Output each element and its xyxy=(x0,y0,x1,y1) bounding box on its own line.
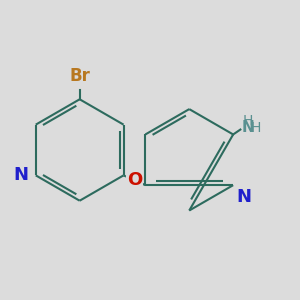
Text: N: N xyxy=(14,167,28,184)
Text: N: N xyxy=(242,120,254,135)
Text: O: O xyxy=(127,171,142,189)
Text: Br: Br xyxy=(69,67,90,85)
Text: N: N xyxy=(236,188,251,206)
Text: H: H xyxy=(243,114,253,128)
Text: H: H xyxy=(250,121,261,135)
